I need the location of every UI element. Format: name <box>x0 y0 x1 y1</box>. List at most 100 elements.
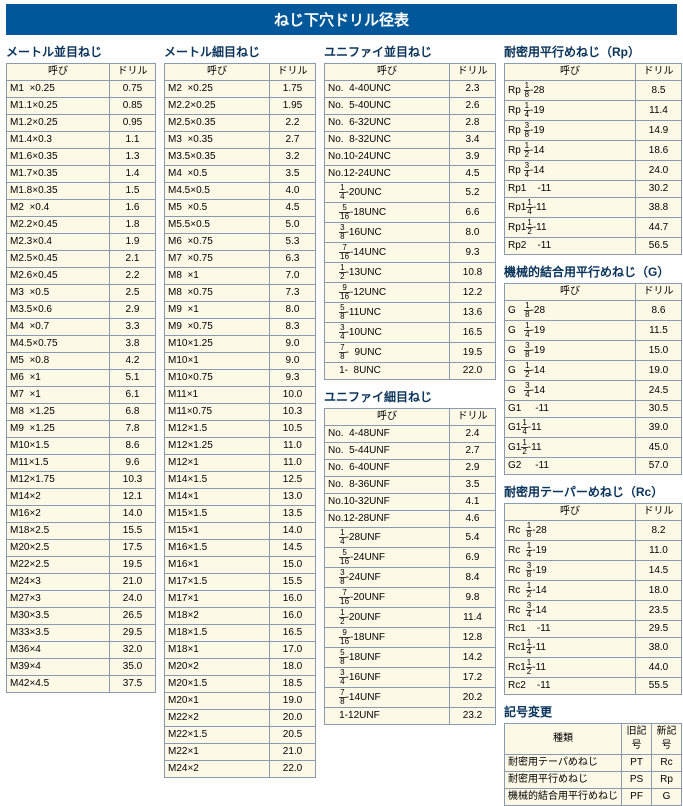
cell-drill: 2.3 <box>450 81 496 98</box>
table-row: 78-14UNF20.2 <box>325 688 496 708</box>
table-row: M18×1.516.5 <box>165 625 316 642</box>
cell-drill: 8.6 <box>636 301 682 321</box>
cell-drill: 8.4 <box>450 568 496 588</box>
table-row: G2 -1157.0 <box>505 458 682 475</box>
table-row: M18×2.515.5 <box>7 523 156 540</box>
cell-name: M18×1.5 <box>165 625 270 642</box>
table-row: M14×1.512.5 <box>165 472 316 489</box>
cell-drill: 16.0 <box>270 608 316 625</box>
cell-name: Rp114-11 <box>505 198 636 218</box>
cell-name: G2 -11 <box>505 458 636 475</box>
cell-name: M5.5×0.5 <box>165 217 270 234</box>
cell-drill: 16.5 <box>450 323 496 343</box>
cell-drill: 5.2 <box>450 183 496 203</box>
cell-name: M1 ×0.25 <box>7 81 110 98</box>
table-row: Rc2 -1155.5 <box>505 678 682 695</box>
cell-name: No. 4-40UNC <box>325 81 450 98</box>
cell-name: M7 ×1 <box>7 387 110 404</box>
cell-name: Rp2 -11 <box>505 238 636 255</box>
cell-name: No. 6-40UNF <box>325 460 450 477</box>
cell-drill: 5.4 <box>450 528 496 548</box>
table-row: 78- 9UNC19.5 <box>325 343 496 363</box>
table-row: M2.5×0.352.2 <box>165 115 316 132</box>
cell-drill: 15.5 <box>110 523 156 540</box>
cell-name: 516-18UNC <box>325 203 450 223</box>
cell-drill: 15.0 <box>270 557 316 574</box>
cell-name: G 14-19 <box>505 321 636 341</box>
table-row: 耐密用平行めねじPSRp <box>505 772 682 789</box>
cell-name: 916-18UNF <box>325 628 450 648</box>
cell-drill: 29.5 <box>110 625 156 642</box>
table-row: M15×114.0 <box>165 523 316 540</box>
table-row: M2.5×0.452.1 <box>7 251 156 268</box>
th-name: 呼び <box>165 64 270 81</box>
cell-drill: 8.0 <box>270 302 316 319</box>
table-row: G 34-1424.5 <box>505 381 682 401</box>
cell-new: G <box>652 789 682 806</box>
table-row: 14-20UNC5.2 <box>325 183 496 203</box>
table-metric-coarse: 呼びドリル M1 ×0.250.75M1.1×0.250.85M1.2×0.25… <box>6 63 156 693</box>
table-row: M20×218.0 <box>165 659 316 676</box>
table-row: 1- 8UNC22.0 <box>325 363 496 380</box>
table-row: No. 5-40UNC2.6 <box>325 98 496 115</box>
cell-drill: 4.5 <box>270 200 316 217</box>
table-row: M10×0.759.3 <box>165 370 316 387</box>
section-title-g: 機械的結合用平行めねじ（G） <box>504 263 682 280</box>
cell-name: M4 ×0.7 <box>7 319 110 336</box>
th-name: 呼び <box>325 409 450 426</box>
cell-name: M36×4 <box>7 642 110 659</box>
table-row: M8 ×1.256.8 <box>7 404 156 421</box>
cell-name: Rp1 -11 <box>505 181 636 198</box>
cell-name: M9 ×0.75 <box>165 319 270 336</box>
cell-name: M2 ×0.4 <box>7 200 110 217</box>
table-row: M7 ×16.1 <box>7 387 156 404</box>
table-row: Rc 38-1914.5 <box>505 561 682 581</box>
cell-drill: 56.5 <box>636 238 682 255</box>
cell-name: M1.7×0.35 <box>7 166 110 183</box>
cell-drill: 13.0 <box>270 489 316 506</box>
cell-name: M42×4.5 <box>7 676 110 693</box>
table-row: M16×214.0 <box>7 506 156 523</box>
cell-drill: 30.5 <box>636 401 682 418</box>
cell-name: M10×1.5 <box>7 438 110 455</box>
cell-drill: 12.1 <box>110 489 156 506</box>
table-row: Rc 14-1911.0 <box>505 541 682 561</box>
cell-drill: 4.0 <box>270 183 316 200</box>
cell-drill: 4.6 <box>450 511 496 528</box>
table-row: M12×1.510.5 <box>165 421 316 438</box>
section-title-metric-fine: メートル細目ねじ <box>164 43 316 60</box>
cell-drill: 2.9 <box>450 460 496 477</box>
cell-drill: 14.0 <box>110 506 156 523</box>
cell-name: M1.1×0.25 <box>7 98 110 115</box>
th-drill: ドリル <box>636 504 682 521</box>
cell-name: No. 8-36UNF <box>325 477 450 494</box>
cell-kind: 耐密用テーパめねじ <box>505 755 622 772</box>
cell-name: 12-13UNC <box>325 263 450 283</box>
cell-new: Rc <box>652 755 682 772</box>
cell-name: M8 ×1.25 <box>7 404 110 421</box>
cell-name: 14-20UNC <box>325 183 450 203</box>
table-row: M14×113.0 <box>165 489 316 506</box>
table-row: G112-1145.0 <box>505 438 682 458</box>
cell-name: 14-28UNF <box>325 528 450 548</box>
table-row: M2.2×0.451.8 <box>7 217 156 234</box>
cell-drill: 6.9 <box>450 548 496 568</box>
section-title-symbol: 記号変更 <box>504 703 682 720</box>
cell-name: Rc 18-28 <box>505 521 636 541</box>
table-row: No.10-24UNC3.9 <box>325 149 496 166</box>
cell-name: Rc114-11 <box>505 638 636 658</box>
table-row: 12-13UNC10.8 <box>325 263 496 283</box>
cell-drill: 18.6 <box>636 141 682 161</box>
section-title-rp: 耐密用平行めねじ（Rp） <box>504 43 682 60</box>
cell-old: PT <box>622 755 652 772</box>
cell-name: No. 5-44UNF <box>325 443 450 460</box>
cell-drill: 26.5 <box>110 608 156 625</box>
table-row: M5 ×0.84.2 <box>7 353 156 370</box>
table-row: 516-18UNC6.6 <box>325 203 496 223</box>
cell-name: M5 ×0.5 <box>165 200 270 217</box>
cell-new: Rp <box>652 772 682 789</box>
table-row: 耐密用テーパめねじPTRc <box>505 755 682 772</box>
table-row: M20×1.518.5 <box>165 676 316 693</box>
table-row: No. 6-32UNC2.8 <box>325 115 496 132</box>
cell-name: M12×1 <box>165 455 270 472</box>
